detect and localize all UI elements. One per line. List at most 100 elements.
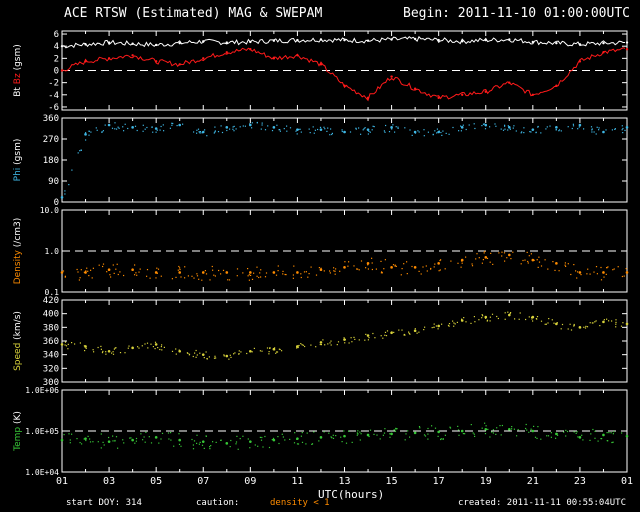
- scatter-dot: [148, 436, 150, 438]
- scatter-dot: [486, 320, 488, 322]
- data-point-temp: [107, 440, 111, 443]
- scatter-dot: [550, 436, 552, 438]
- scatter-dot: [526, 429, 528, 431]
- scatter-dot: [356, 268, 358, 270]
- scatter-dot: [178, 433, 180, 435]
- scatter-dot: [371, 268, 373, 271]
- y-tick-label: 320: [43, 364, 59, 374]
- scatter-dot: [503, 252, 506, 254]
- scatter-dot: [124, 352, 126, 354]
- scatter-dot: [213, 274, 215, 276]
- scatter-dot: [621, 129, 623, 131]
- scatter-dot: [534, 436, 537, 438]
- scatter-dot: [556, 433, 558, 435]
- scatter-dot: [442, 130, 444, 132]
- scatter-dot: [444, 434, 446, 436]
- scatter-dot: [473, 433, 475, 435]
- scatter-dot: [251, 278, 254, 280]
- scatter-dot: [289, 438, 291, 440]
- data-point-phi: [296, 128, 299, 131]
- scatter-dot: [383, 130, 385, 132]
- data-point-bt: [484, 38, 487, 42]
- scatter-dot: [135, 272, 137, 274]
- scatter-dot: [64, 193, 66, 195]
- scatter-dot: [408, 332, 410, 334]
- data-point-temp: [390, 432, 393, 436]
- scatter-dot: [507, 125, 509, 127]
- scatter-dot: [254, 444, 256, 446]
- scatter-dot: [100, 348, 102, 350]
- scatter-dot: [582, 439, 584, 441]
- data-point-temp: [296, 437, 299, 440]
- scatter-dot: [93, 351, 95, 353]
- y-axis-label: Temp (K): [13, 411, 23, 452]
- scatter-dot: [384, 131, 386, 133]
- scatter-dot: [448, 325, 450, 327]
- scatter-dot: [201, 444, 204, 446]
- scatter-dot: [615, 326, 617, 328]
- scatter-dot: [112, 264, 114, 266]
- data-point-phi: [60, 196, 64, 199]
- scatter-dot: [564, 264, 566, 266]
- scatter-dot: [437, 328, 439, 330]
- scatter-dot: [409, 129, 411, 131]
- scatter-dot: [453, 322, 455, 324]
- scatter-dot: [329, 342, 331, 344]
- scatter-dot: [612, 433, 614, 435]
- scatter-dot: [494, 123, 496, 125]
- scatter-dot: [395, 126, 397, 128]
- scatter-dot: [435, 325, 437, 327]
- scatter-dot: [445, 132, 447, 134]
- scatter-dot: [391, 128, 393, 130]
- scatter-dot: [79, 442, 81, 444]
- created-timestamp: created: 2011-11-11 00:55:04UTC: [458, 498, 626, 508]
- scatter-dot: [71, 342, 73, 344]
- scatter-dot: [551, 319, 553, 321]
- data-point-bt: [413, 37, 417, 41]
- y-tick-label: 0.1: [45, 288, 60, 297]
- y-tick-label: 4: [54, 42, 59, 52]
- data-point-density: [507, 253, 511, 257]
- scatter-dot: [201, 132, 203, 134]
- scatter-dot: [335, 268, 337, 270]
- data-point-density: [343, 266, 346, 269]
- scatter-dot: [142, 439, 144, 441]
- scatter-dot: [411, 134, 413, 136]
- scatter-dot: [79, 342, 81, 344]
- data-point-density: [272, 271, 276, 274]
- scatter-dot: [236, 268, 239, 270]
- scatter-dot: [104, 124, 106, 126]
- scatter-dot: [374, 337, 376, 339]
- scatter-dot: [330, 436, 332, 438]
- scatter-dot: [101, 352, 104, 354]
- scatter-dot: [260, 269, 262, 271]
- scatter-dot: [300, 435, 302, 437]
- scatter-dot: [116, 128, 118, 130]
- scatter-dot: [495, 433, 497, 435]
- scatter-dot: [497, 317, 499, 320]
- data-point-speed: [484, 315, 488, 319]
- data-point-bt: [437, 38, 440, 42]
- scatter-dot: [276, 351, 278, 353]
- scatter-dot: [558, 130, 560, 132]
- y-tick-label: 420: [43, 296, 59, 306]
- scatter-dot: [524, 259, 526, 261]
- scatter-dot: [520, 132, 522, 134]
- scatter-dot: [512, 251, 514, 253]
- scatter-dot: [537, 426, 539, 428]
- scatter-dot: [205, 273, 208, 275]
- scatter-dot: [275, 274, 278, 276]
- data-point-bz: [484, 90, 487, 93]
- scatter-dot: [380, 260, 382, 262]
- scatter-dot: [350, 337, 352, 339]
- scatter-dot: [384, 331, 387, 333]
- scatter-dot: [322, 339, 324, 341]
- scatter-dot: [525, 423, 527, 426]
- x-tick-label: 01: [56, 476, 68, 487]
- data-point-density: [107, 268, 111, 271]
- scatter-dot: [516, 435, 518, 437]
- data-point-bz: [296, 54, 299, 57]
- scatter-dot: [155, 277, 157, 279]
- scatter-dot: [238, 350, 240, 352]
- scatter-dot: [116, 263, 118, 265]
